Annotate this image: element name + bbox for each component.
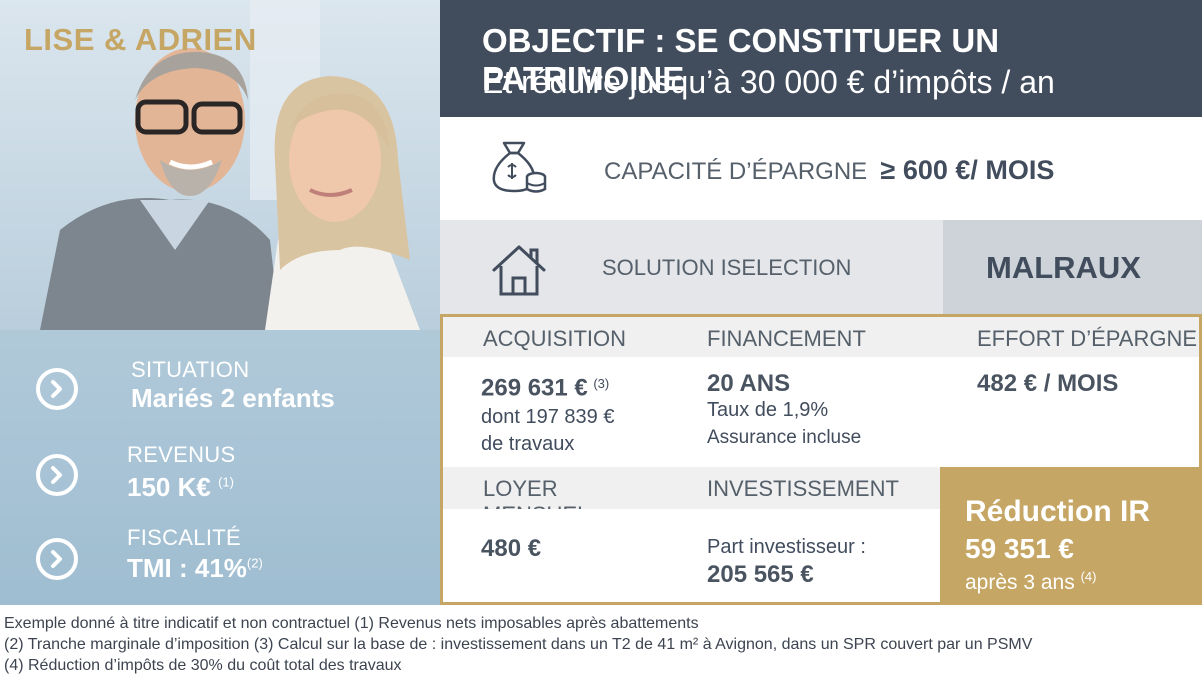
chevron-right-icon	[36, 454, 78, 496]
fiscalite-value: TMI : 41%(2)	[127, 553, 263, 583]
solution-row: SOLUTION ISELECTION	[440, 220, 943, 314]
investissement-cell: Part investisseur : 205 565 €	[669, 509, 940, 602]
client-name: LISE & ADRIEN	[24, 22, 257, 57]
objective-subtitle: Et réduire jusqu’à 30 000 € d’impôts / a…	[482, 64, 1055, 100]
acquisition-cell: 269 631 € (3) dont 197 839 € de travaux	[443, 357, 669, 467]
chevron-right-icon	[36, 538, 78, 580]
footnote-line: (4) Réduction d’impôts de 30% du coût to…	[4, 657, 402, 674]
client-panel: LISE & ADRIEN SITUATION Mariés 2 enfants…	[0, 0, 440, 605]
house-icon	[492, 245, 546, 296]
revenus-label: REVENUS	[127, 442, 236, 467]
objective-title: OBJECTIF : SE CONSTITUER UN PATRIMOINE	[482, 22, 1000, 97]
savings-row: CAPACITÉ D’ÉPARGNE ≥ 600 €/ MOIS	[440, 117, 1202, 220]
situation-label: SITUATION	[131, 357, 250, 382]
couple-photo	[0, 0, 440, 330]
loyer-header: LOYER MENSUEL	[443, 467, 669, 527]
footnote-line: (2) Tranche marginale d’imposition (3) C…	[4, 636, 1033, 653]
financement-header: FINANCEMENT	[669, 317, 940, 357]
financement-cell: 20 ANS Taux de 1,9% Assurance incluse	[669, 357, 940, 467]
solution-label: SOLUTION ISELECTION	[602, 255, 852, 280]
chevron-right-icon	[36, 368, 78, 410]
money-bag-icon	[492, 141, 547, 193]
footnote-line: Exemple donné à titre indicatif et non c…	[4, 615, 699, 632]
solution-name-box: MALRAUX	[943, 220, 1202, 314]
tax-reduction-box: Réduction IR 59 351 € après 3 ans (4)	[945, 467, 1200, 602]
objective-header: OBJECTIF : SE CONSTITUER UN PATRIMOINE E…	[440, 0, 1202, 117]
solution-name: MALRAUX	[986, 250, 1141, 285]
situation-value: Mariés 2 enfants	[131, 383, 335, 413]
fiscalite-label: FISCALITÉ	[127, 525, 241, 550]
effort-cell: 482 € / MOIS	[940, 357, 1199, 467]
acquisition-header: ACQUISITION	[443, 317, 669, 357]
loyer-cell: 480 €	[443, 509, 669, 602]
reduction-amount: 59 351 €	[965, 533, 1074, 564]
reduction-title: Réduction IR	[965, 495, 1150, 528]
investissement-header: INVESTISSEMENT	[669, 467, 940, 509]
savings-capacity: CAPACITÉ D’ÉPARGNE ≥ 600 €/ MOIS	[604, 155, 1055, 185]
footnotes: Exemple donné à titre indicatif et non c…	[4, 613, 1200, 676]
revenus-value: 150 K€ (1)	[127, 472, 234, 502]
reduction-duration: après 3 ans (4)	[965, 569, 1097, 594]
effort-header: EFFORT D’ÉPARGNE	[940, 317, 1199, 357]
